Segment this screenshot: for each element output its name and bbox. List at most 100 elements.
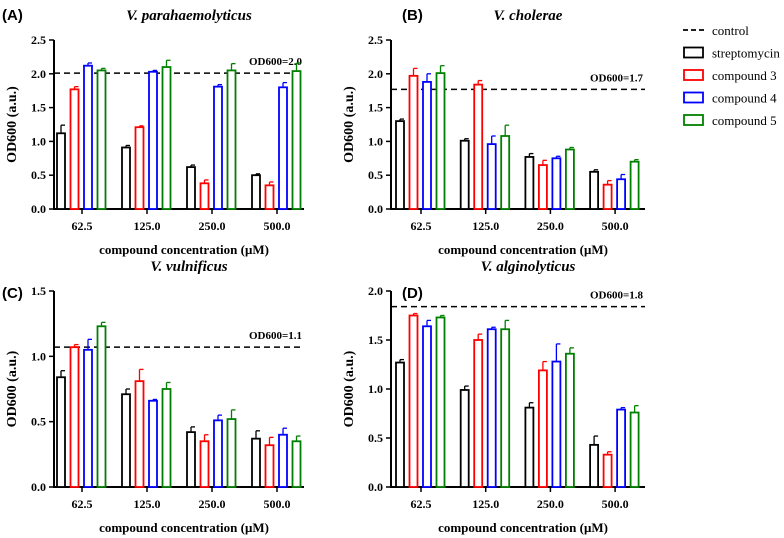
legend-label: compound 3 — [712, 68, 777, 83]
bar-compound-5 — [565, 148, 575, 210]
x-tick-label: 62.5 — [411, 497, 432, 511]
bar-compound-4 — [213, 85, 223, 210]
y-axis-label: OD600 (a.u.) — [342, 350, 357, 427]
bar-streptomycin — [186, 166, 196, 210]
bar-compound-3 — [602, 453, 613, 488]
bar-streptomycin — [395, 120, 405, 210]
bar-streptomycin — [56, 376, 66, 488]
legend-box-swatch — [683, 69, 704, 81]
bar-compound-3 — [538, 369, 548, 488]
chart-title: V. vulnificus — [150, 259, 227, 275]
bar-compound-4 — [486, 328, 497, 488]
bar-compound-5 — [96, 69, 107, 210]
x-tick-label: 62.5 — [411, 219, 432, 233]
bar-compound-5 — [500, 135, 511, 210]
x-tick-label: 62.5 — [72, 219, 93, 233]
bar-compound-4 — [148, 70, 158, 210]
legend-item-compound-3: compound 3 — [683, 68, 777, 83]
y-axis-label: OD600 (a.u.) — [5, 350, 20, 427]
y-tick-label: 0.5 — [368, 431, 383, 445]
y-tick-label: 2.0 — [368, 67, 383, 81]
bar-compound-3 — [473, 83, 484, 210]
bar-streptomycin — [589, 443, 599, 488]
x-tick-label: 250.0 — [537, 497, 564, 511]
bar-streptomycin — [56, 132, 66, 210]
x-tick-label: 500.0 — [264, 219, 291, 233]
bar-compound-3 — [602, 183, 613, 210]
x-tick-label: 250.0 — [199, 497, 226, 511]
bar-compound-3 — [134, 380, 145, 488]
x-tick-label: 125.0 — [134, 219, 161, 233]
bar-streptomycin — [121, 393, 131, 488]
bar-streptomycin — [251, 174, 261, 210]
legend-item-streptomycin: streptomycin — [683, 46, 780, 61]
y-tick-label: 1.5 — [368, 333, 383, 347]
bar-compound-5 — [226, 69, 237, 210]
control-label: OD600=1.7 — [590, 72, 644, 84]
y-tick-label: 1.0 — [31, 349, 46, 363]
y-tick-label: 1.0 — [31, 134, 46, 148]
bar-compound-5 — [161, 66, 172, 210]
y-tick-label: 2.5 — [368, 33, 383, 47]
legend: control streptomycin compound 3 compound 4 c… — [683, 23, 780, 128]
y-tick-label: 2.0 — [31, 67, 46, 81]
control-label: OD600=1.8 — [590, 290, 644, 302]
bar-compound-4 — [148, 399, 158, 488]
y-tick-label: 0.5 — [368, 168, 383, 182]
bar-compound-5 — [161, 388, 172, 488]
legend-item-control: control — [683, 23, 749, 38]
bar-compound-4 — [551, 360, 562, 488]
x-tick-label: 500.0 — [264, 497, 291, 511]
bar-compound-4 — [616, 178, 626, 210]
y-tick-label: 2.5 — [31, 33, 46, 47]
legend-box-swatch — [683, 46, 704, 59]
bar-streptomycin — [524, 406, 535, 488]
panel-label: (A) — [2, 7, 23, 24]
bar-compound-4 — [551, 157, 562, 210]
bar-streptomycin — [395, 361, 405, 488]
control-label: OD600=1.1 — [249, 330, 302, 342]
bar-compound-3 — [408, 314, 419, 488]
bar-compound-4 — [422, 325, 432, 488]
bar-compound-3 — [199, 440, 210, 488]
bar-streptomycin — [186, 431, 196, 488]
bar-streptomycin — [459, 389, 470, 488]
bar-compound-4 — [83, 348, 93, 488]
bar-compound-3 — [69, 346, 80, 488]
legend-box-swatch — [683, 91, 704, 104]
bar-compound-4 — [83, 64, 93, 210]
y-tick-label: 1.5 — [31, 284, 46, 298]
bar-compound-5 — [500, 328, 511, 488]
bar-streptomycin — [121, 146, 131, 210]
bar-streptomycin — [459, 139, 470, 210]
x-tick-label: 500.0 — [602, 497, 629, 511]
legend-item-compound-4: compound 4 — [683, 91, 777, 106]
chart-title: V. parahaemolyticus — [126, 8, 252, 24]
bar-compound-4 — [616, 408, 626, 488]
bar-compound-3 — [408, 74, 419, 210]
chart-panel-a: (A) V. parahaemolyticus 0.0 0.5 1.0 1.5 2.0 2.5… — [2, 7, 304, 257]
bar-compound-5 — [435, 316, 446, 488]
bar-compound-4 — [486, 143, 497, 210]
x-tick-label: 125.0 — [472, 219, 499, 233]
y-tick-label: 0.0 — [368, 480, 383, 494]
y-tick-label: 1.0 — [368, 134, 383, 148]
bar-compound-5 — [291, 440, 302, 488]
panel-label: (B) — [402, 7, 423, 24]
y-tick-label: 0.5 — [31, 168, 46, 182]
y-tick-label: 1.0 — [368, 382, 383, 396]
y-axis-label: OD600 (a.u.) — [342, 86, 357, 163]
legend-item-compound-5: compound 5 — [683, 113, 777, 128]
chart-title: V. alginolyticus — [481, 259, 576, 275]
bar-streptomycin — [524, 156, 535, 210]
legend-label: compound 5 — [712, 113, 777, 128]
bar-compound-3 — [134, 126, 145, 210]
bar-compound-5 — [226, 418, 237, 488]
bar-compound-5 — [629, 411, 640, 488]
legend-label: control — [712, 23, 749, 38]
bar-compound-4 — [213, 419, 223, 488]
y-tick-label: 1.5 — [31, 101, 46, 115]
chart-title: V. cholerae — [494, 8, 563, 24]
bar-compound-3 — [538, 164, 548, 210]
x-axis-label: compound concentration (μM) — [438, 242, 608, 257]
